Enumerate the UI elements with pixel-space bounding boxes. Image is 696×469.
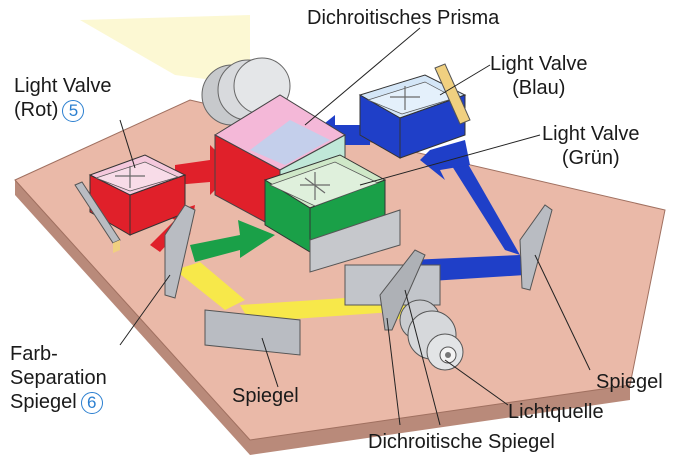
label-dichroic-prism: Dichroitisches Prisma xyxy=(307,7,500,29)
callout-number-6: 6 xyxy=(80,391,103,414)
label-light-valve-blue: Light Valve (Blau) xyxy=(490,52,587,100)
mirror-right xyxy=(519,204,553,291)
label-color-separation-mirror: Farb- Separation Spiegel 6 xyxy=(10,342,107,414)
label-farb-line2: Separation xyxy=(10,367,107,389)
base-board-side xyxy=(15,180,630,455)
label-mirror-left: Spiegel xyxy=(232,385,299,407)
mirror-left xyxy=(204,309,301,356)
label-light-valve-red-line2: (Rot) xyxy=(14,99,59,121)
filter-red-edge xyxy=(113,240,120,253)
label-light-valve-red-line2-row: (Rot) 5 xyxy=(14,98,111,122)
label-light-source: Lichtquelle xyxy=(508,401,604,423)
dichroic-mirror-2 xyxy=(379,249,426,331)
color-separation-mirror xyxy=(164,204,196,299)
label-light-valve-green-line1: Light Valve xyxy=(542,123,640,145)
label-light-valve-green: Light Valve (Grün) xyxy=(542,122,639,170)
blue-beam-2 xyxy=(445,150,520,255)
label-light-valve-red: Light Valve (Rot) 5 xyxy=(14,74,111,122)
label-light-valve-blue-line1: Light Valve xyxy=(490,53,588,75)
filter-blue xyxy=(434,63,471,125)
blue-arrow-green xyxy=(420,140,470,180)
label-mirror-right: Spiegel xyxy=(596,371,663,393)
leader-lines xyxy=(119,27,591,426)
label-farb-line1: Farb- xyxy=(10,343,58,365)
callout-number-5: 5 xyxy=(62,99,85,122)
label-light-valve-blue-line2: (Blau) xyxy=(512,77,566,99)
projection-beam xyxy=(80,15,250,85)
green-arrow xyxy=(190,220,275,262)
label-dichroic-mirrors: Dichroitische Spiegel xyxy=(368,431,555,453)
label-farb-line3-row: Spiegel 6 xyxy=(10,390,107,414)
label-light-valve-red-line1: Light Valve xyxy=(14,75,112,97)
filter-green xyxy=(309,209,401,273)
label-light-valve-green-line2: (Grün) xyxy=(561,147,620,169)
label-farb-line3: Spiegel xyxy=(10,391,77,413)
yellow-beam-1 xyxy=(175,262,245,310)
light-valve-blue xyxy=(358,74,467,159)
